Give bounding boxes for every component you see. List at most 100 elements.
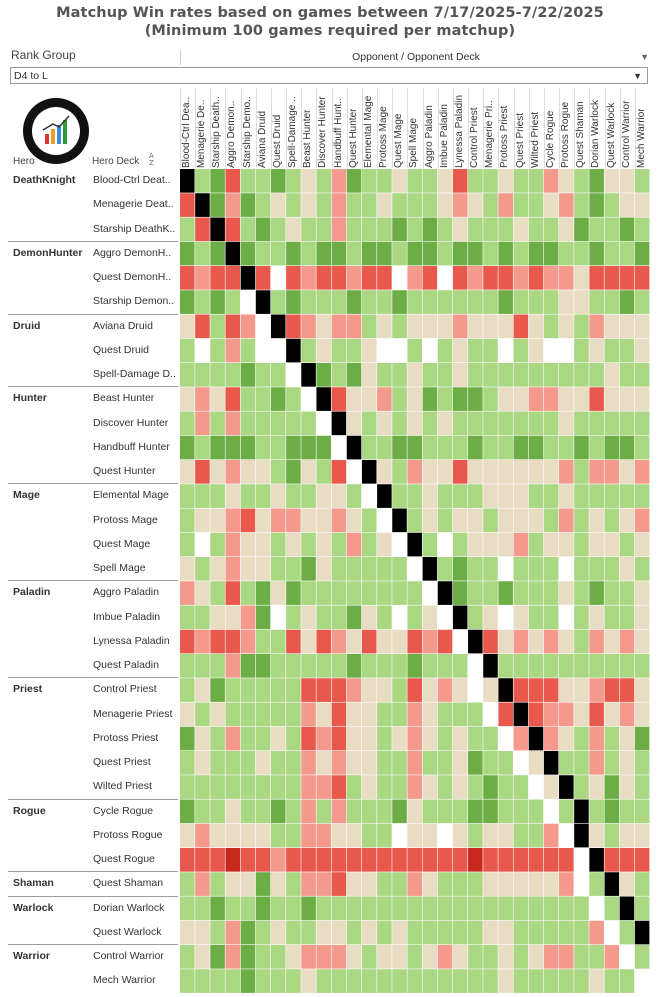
heatmap-cell — [392, 654, 407, 678]
heatmap-cell — [528, 654, 544, 678]
empty-cell — [195, 532, 210, 557]
heatmap-cell — [604, 654, 620, 678]
heatmap-cell — [498, 775, 513, 799]
heatmap-cell — [604, 241, 620, 266]
heatmap-cell — [240, 435, 256, 460]
hero-deck-label: Protoss Mage — [93, 513, 158, 526]
heatmap-cell — [559, 193, 574, 217]
heatmap-cell — [331, 241, 347, 266]
heatmap-cell — [316, 605, 332, 630]
heatmap-cell — [240, 314, 256, 339]
hero-column-header: Hero — [13, 156, 35, 167]
heatmap-cell — [346, 751, 362, 775]
heatmap-cell — [437, 290, 453, 314]
heatmap-cell — [377, 848, 392, 872]
heatmap-cell — [210, 266, 225, 290]
heatmap-cell — [452, 314, 468, 339]
heatmap-cell — [559, 460, 574, 484]
mirror-cell — [301, 363, 316, 387]
empty-cell — [559, 557, 574, 581]
heatmap-cell — [286, 387, 301, 411]
heatmap-cell — [316, 726, 332, 751]
heatmap-cell — [498, 217, 513, 242]
heatmap-cell — [498, 945, 513, 969]
heatmap-cell — [240, 629, 256, 654]
group-divider — [8, 677, 178, 679]
heatmap-cell — [422, 823, 438, 848]
heatmap-cell — [468, 338, 483, 363]
heatmap-cell — [422, 387, 438, 411]
heatmap-cell — [634, 169, 650, 193]
mirror-cell — [619, 896, 635, 921]
heatmap-cell — [543, 363, 559, 387]
heatmap-cell — [225, 169, 241, 193]
heatmap-cell — [634, 387, 650, 411]
heatmap-cell — [574, 678, 589, 702]
heatmap-cell — [392, 751, 407, 775]
heatmap-cell — [346, 605, 362, 630]
heatmap-cell — [559, 678, 574, 702]
heatmap-cell — [498, 460, 513, 484]
hero-group-label: Druid — [13, 319, 41, 332]
heatmap-cell — [483, 629, 498, 654]
heatmap-cell — [543, 169, 559, 193]
chevron-down-icon[interactable]: ▼ — [633, 71, 642, 81]
heatmap-cell — [255, 557, 271, 581]
heatmap-cell — [468, 363, 483, 387]
heatmap-cell — [286, 169, 301, 193]
rank-group-dropdown[interactable]: D4 to L ▼ — [10, 67, 648, 84]
heatmap-cell — [559, 920, 574, 945]
heatmap-cell — [574, 751, 589, 775]
heatmap-cell — [559, 484, 574, 508]
chevron-down-icon[interactable]: ▼ — [640, 52, 649, 62]
heatmap-cell — [195, 411, 210, 436]
heatmap-cell — [286, 266, 301, 290]
heatmap-cell — [589, 726, 604, 751]
group-divider — [8, 313, 178, 315]
heatmap-cell — [498, 751, 513, 775]
heatmap-cell — [316, 460, 332, 484]
heatmap-cell — [452, 338, 468, 363]
heatmap-cell — [422, 241, 438, 266]
heatmap-cell — [574, 290, 589, 314]
heatmap-cell — [604, 896, 620, 921]
heatmap-cell — [225, 605, 241, 630]
heatmap-cell — [255, 435, 271, 460]
hero-deck-label: Quest Warlock — [93, 925, 162, 938]
heatmap-cell — [543, 314, 559, 339]
heatmap-cell — [346, 823, 362, 848]
heatmap-cell — [286, 654, 301, 678]
heatmap-cell — [180, 823, 195, 848]
heatmap-cell — [513, 945, 529, 969]
heatmap-cell — [483, 751, 498, 775]
heatmap-cell — [619, 266, 635, 290]
heatmap-cell — [407, 290, 422, 314]
empty-cell — [422, 338, 438, 363]
heatmap-cell — [270, 751, 286, 775]
heatmap-cell — [377, 217, 392, 242]
heatmap-cell — [543, 484, 559, 508]
heatmap-cell — [407, 435, 422, 460]
heatmap-cell — [513, 241, 529, 266]
heatmap-cell — [634, 678, 650, 702]
heatmap-cell — [210, 460, 225, 484]
heatmap-cell — [180, 557, 195, 581]
heatmap-cell — [392, 702, 407, 727]
heatmap-cell — [528, 484, 544, 508]
heatmap-cell — [574, 920, 589, 945]
heatmap-cell — [240, 920, 256, 945]
group-divider — [8, 483, 178, 485]
heatmap-cell — [619, 775, 635, 799]
heatmap-cell — [422, 532, 438, 557]
hero-deck-label: Quest Priest — [93, 756, 151, 768]
hero-deck-column-header[interactable]: Hero Deck — [92, 156, 140, 167]
heatmap-cell — [589, 557, 604, 581]
heatmap-cell — [543, 629, 559, 654]
heatmap-cell — [346, 411, 362, 436]
heatmap-cell — [422, 799, 438, 824]
heatmap-cell — [301, 557, 316, 581]
mirror-cell — [255, 290, 271, 314]
heatmap-cell — [513, 823, 529, 848]
